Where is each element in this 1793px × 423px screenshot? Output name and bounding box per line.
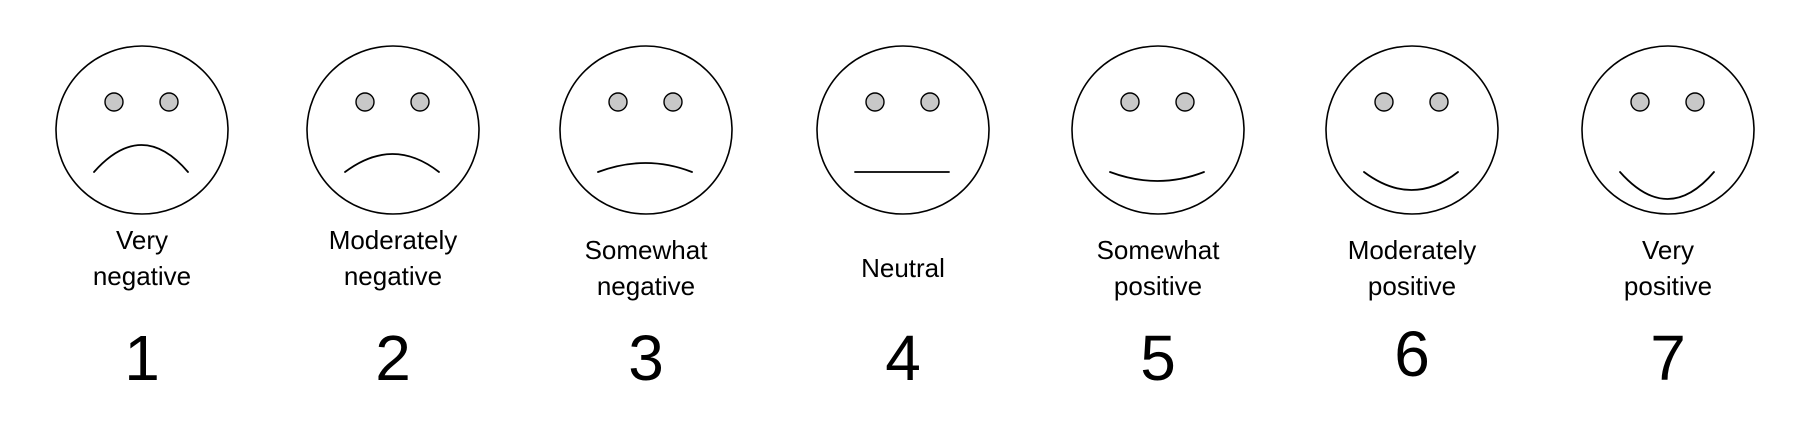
mouth [1619,171,1715,200]
happy-face-icon [1325,45,1499,215]
scale-item-1: Very negative 1 [32,0,252,423]
right-eye [663,92,683,112]
left-eye [865,92,885,112]
scale-item-3: Somewhat negative 3 [536,0,756,423]
scale-label-7: Very positive [1558,232,1778,304]
scale-label-5: Somewhat positive [1048,232,1268,304]
scale-number-2: 2 [375,322,411,394]
scale-label-line: positive [1623,271,1713,301]
face-outline [55,45,229,215]
scale-label-1: Very negative [32,222,252,294]
right-eye [920,92,940,112]
right-eye [1685,92,1705,112]
right-eye [1175,92,1195,112]
scale-number-1: 1 [124,322,160,394]
scale-label-line: Very [1641,235,1695,265]
left-eye [1374,92,1394,112]
scale-number-3: 3 [628,322,664,394]
scale-item-6: Moderately positive 6 [1302,0,1522,423]
left-eye [104,92,124,112]
left-eye [355,92,375,112]
left-eye [1120,92,1140,112]
right-eye [1429,92,1449,112]
scale-label-line: Very [115,225,169,255]
slightly-happy-face-icon [1071,45,1245,215]
left-eye [608,92,628,112]
scale-label-line: Neutral [861,253,945,283]
scale-number-4: 4 [885,322,921,394]
face-outline [816,45,990,215]
face-outline [559,45,733,215]
left-eye [1630,92,1650,112]
scale-label-line: positive [1113,271,1203,301]
mouth [344,153,440,173]
face-outline [1325,45,1499,215]
scale-number-6: 6 [1394,318,1430,390]
scale-item-4: Neutral 4 [793,0,1013,423]
scale-label-4: Neutral [793,250,1013,286]
right-eye [410,92,430,112]
scale-label-line: Moderately [328,225,458,255]
neutral-face-icon [816,45,990,215]
scale-label-6: Moderately positive [1302,232,1522,304]
very-sad-face-icon [55,45,229,215]
scale-label-line: negative [343,261,443,291]
scale-label-line: positive [1367,271,1457,301]
mouth [597,162,693,173]
face-outline [306,45,480,215]
mouth [93,144,189,173]
scale-number-7: 7 [1650,322,1686,394]
sad-face-icon [306,45,480,215]
scale-item-2: Moderately negative 2 [283,0,503,423]
very-happy-face-icon [1581,45,1755,215]
face-outline [1071,45,1245,215]
scale-label-line: negative [92,261,192,291]
scale-label-3: Somewhat negative [536,232,756,304]
scale-label-line: negative [596,271,696,301]
scale-label-line: Somewhat [1096,235,1220,265]
scale-label-2: Moderately negative [283,222,503,294]
mouth [1109,171,1205,182]
scale-number-5: 5 [1140,322,1176,394]
right-eye [159,92,179,112]
face-outline [1581,45,1755,215]
scale-item-5: Somewhat positive 5 [1048,0,1268,423]
scale-item-7: Very positive 7 [1558,0,1778,423]
scale-label-line: Somewhat [584,235,708,265]
mouth [1363,171,1459,191]
scale-label-line: Moderately [1347,235,1477,265]
slightly-sad-face-icon [559,45,733,215]
